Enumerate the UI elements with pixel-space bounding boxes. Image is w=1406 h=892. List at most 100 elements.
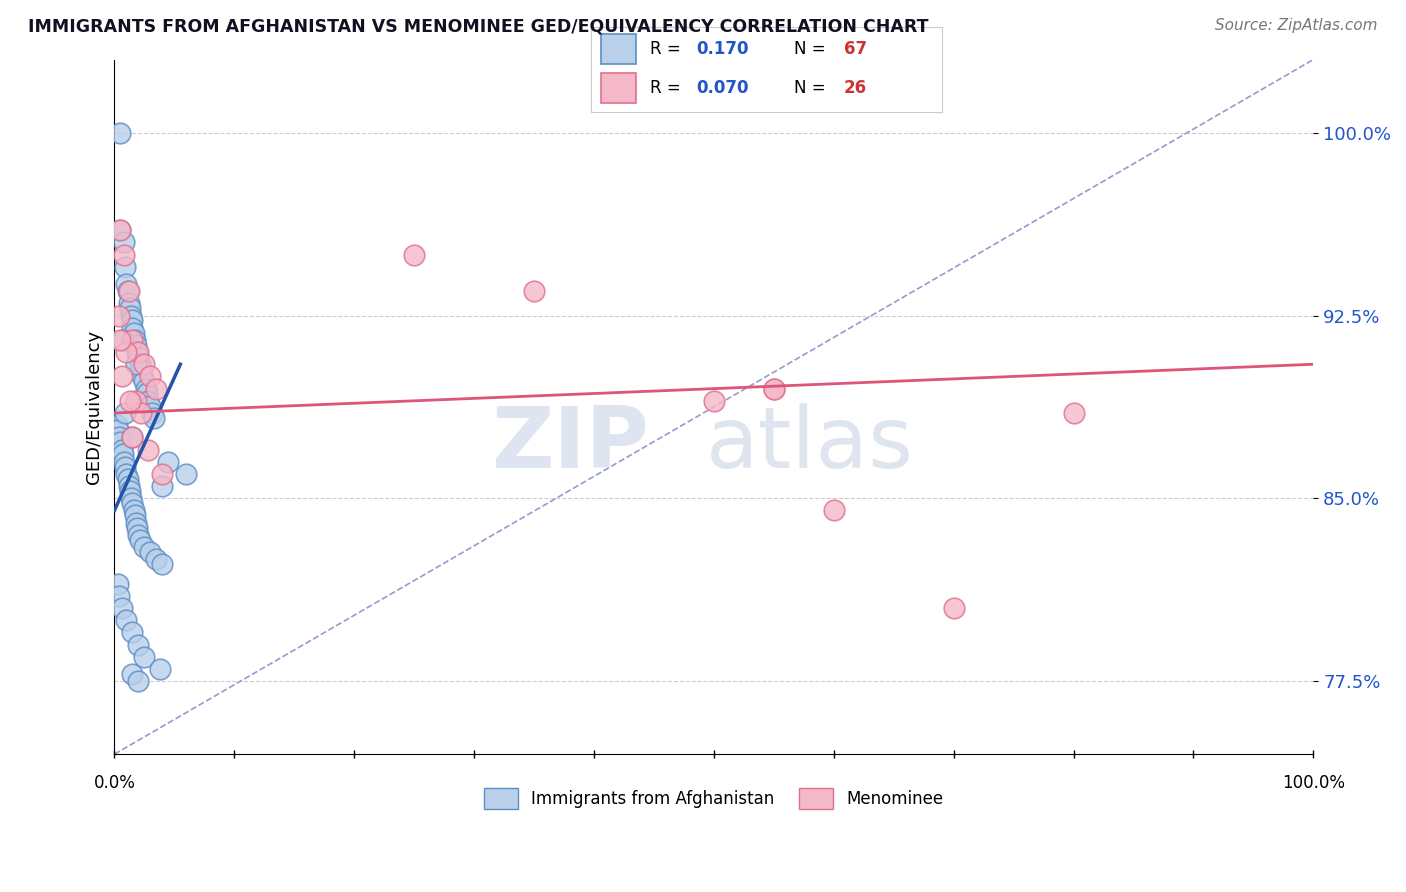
Bar [602, 72, 636, 103]
Point [125, 357, 148, 371]
Point [145, 382, 167, 396]
Point [127, 345, 149, 359]
Point [121, 333, 143, 347]
Point [124, 333, 146, 347]
Point [115, 467, 138, 481]
Point [127, 345, 149, 359]
Point [114, 406, 136, 420]
Point [122, 503, 145, 517]
Point [110, 126, 132, 140]
Point [118, 393, 141, 408]
Point [120, 309, 142, 323]
Point [157, 455, 180, 469]
Point [120, 491, 142, 506]
Point [115, 345, 138, 359]
Text: atlas: atlas [706, 403, 914, 486]
Point [139, 369, 162, 384]
Point [139, 545, 162, 559]
Point [149, 662, 172, 676]
Text: R =: R = [650, 40, 686, 58]
Point [127, 350, 149, 364]
Point [125, 516, 148, 530]
Point [143, 410, 166, 425]
Point [107, 576, 129, 591]
Text: 26: 26 [844, 78, 866, 96]
Point [114, 260, 136, 274]
Point [112, 455, 135, 469]
Point [115, 277, 138, 291]
Point [111, 447, 134, 461]
Point [110, 442, 132, 457]
Point [121, 320, 143, 334]
Point [121, 496, 143, 510]
Point [110, 435, 132, 450]
Y-axis label: GED/Equivalency: GED/Equivalency [86, 330, 103, 484]
Point [145, 552, 167, 566]
Point [1063, 406, 1085, 420]
Point [118, 479, 141, 493]
Point [122, 326, 145, 340]
Point [118, 301, 141, 316]
Point [523, 284, 546, 298]
Point [134, 374, 156, 388]
Point [121, 313, 143, 327]
Text: Source: ZipAtlas.com: Source: ZipAtlas.com [1215, 18, 1378, 33]
Point [115, 613, 138, 627]
Point [110, 333, 132, 347]
Point [112, 235, 135, 250]
Point [127, 528, 149, 542]
Point [134, 357, 156, 371]
Point [129, 406, 152, 420]
Text: 0.070: 0.070 [696, 78, 748, 96]
Text: IMMIGRANTS FROM AFGHANISTAN VS MENOMINEE GED/EQUIVALENCY CORRELATION CHART: IMMIGRANTS FROM AFGHANISTAN VS MENOMINEE… [28, 18, 928, 36]
Point [121, 430, 143, 444]
Text: 0.170: 0.170 [696, 40, 748, 58]
Point [108, 430, 131, 444]
Point [127, 638, 149, 652]
Point [150, 467, 173, 481]
Point [823, 503, 845, 517]
Point [114, 459, 136, 474]
Point [134, 540, 156, 554]
Point [118, 483, 141, 498]
Point [127, 674, 149, 689]
Point [141, 406, 163, 420]
Point [135, 386, 157, 401]
Legend: Immigrants from Afghanistan, Menominee: Immigrants from Afghanistan, Menominee [478, 781, 950, 815]
Point [134, 649, 156, 664]
Text: N =: N = [794, 40, 831, 58]
Point [762, 382, 785, 396]
Point [176, 467, 198, 481]
Point [110, 369, 132, 384]
Point [404, 247, 426, 261]
Point [128, 357, 150, 371]
Point [942, 601, 965, 615]
Point [125, 337, 148, 351]
Point [124, 508, 146, 523]
Point [107, 423, 129, 437]
Point [129, 362, 152, 376]
Point [121, 666, 143, 681]
Point [121, 430, 143, 444]
Point [110, 601, 132, 615]
Point [118, 284, 141, 298]
Point [121, 625, 143, 640]
Point [136, 442, 159, 457]
Point [105, 418, 128, 433]
Point [108, 589, 131, 603]
Point [127, 520, 149, 534]
Point [150, 557, 173, 571]
Point [110, 223, 132, 237]
Point [108, 309, 131, 323]
Point [117, 472, 139, 486]
Point [118, 296, 141, 310]
Bar [602, 34, 636, 64]
Point [703, 393, 725, 408]
Text: 67: 67 [844, 40, 866, 58]
Point [135, 382, 157, 396]
Point [125, 393, 148, 408]
Point [136, 393, 159, 408]
Point [139, 399, 162, 413]
Point [112, 247, 135, 261]
Text: 100.0%: 100.0% [1282, 773, 1344, 792]
